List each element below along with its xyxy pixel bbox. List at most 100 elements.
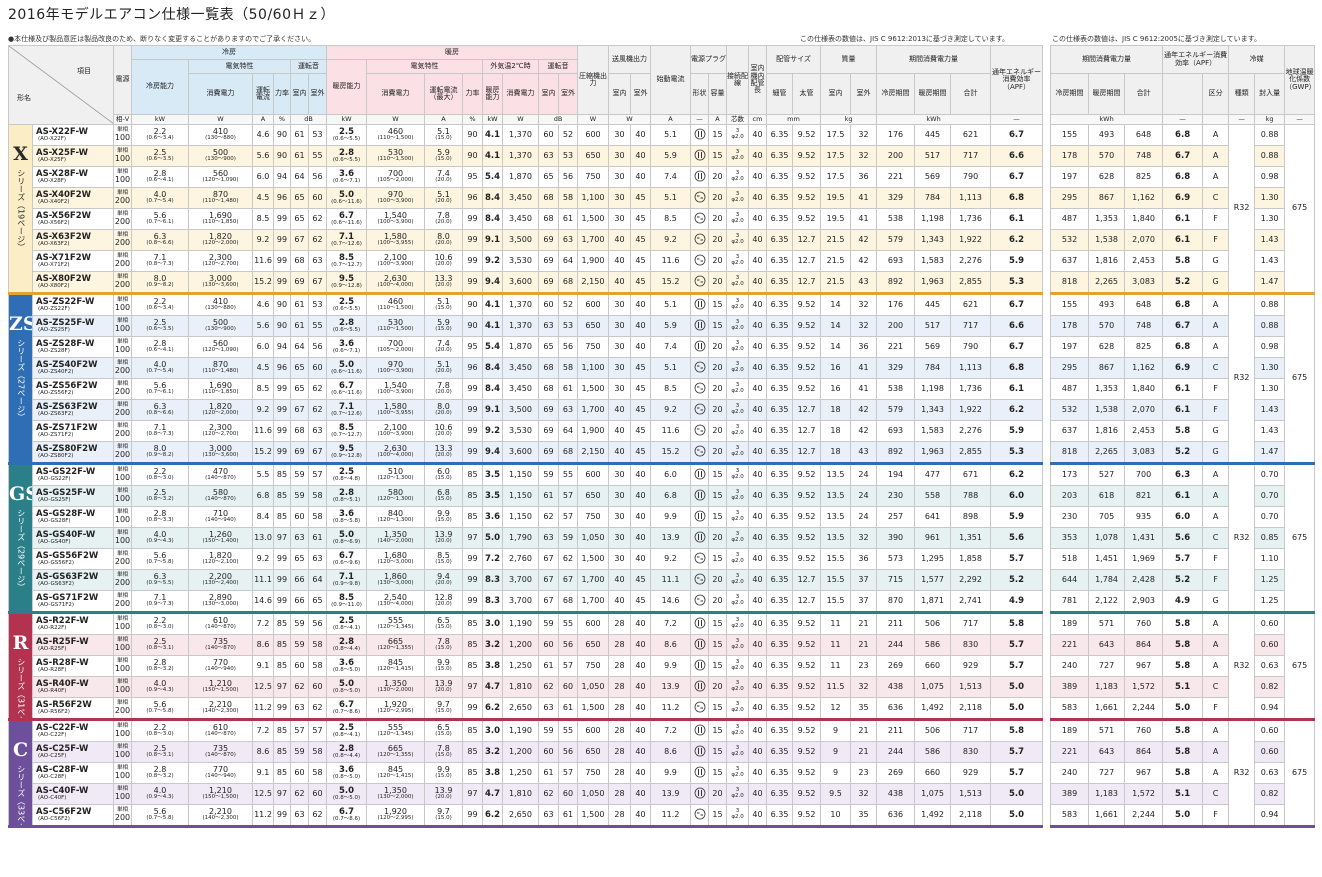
cell-text: 42 <box>858 234 869 244</box>
cell: 5.4 <box>482 166 503 188</box>
cell-text: 1,963 <box>921 446 944 456</box>
cell-text: (110〜1,500) <box>377 135 414 142</box>
cell: 5.0 <box>990 804 1044 828</box>
cell: 660 <box>914 762 952 784</box>
cell-text: 62 <box>562 553 574 563</box>
cell-text: φ2.0 <box>731 197 744 203</box>
cell: 12 <box>820 697 852 721</box>
cell-text: 60 <box>294 511 305 521</box>
cell: 3,700 <box>502 590 539 614</box>
cell-text: 6.0 <box>1009 490 1025 501</box>
cell: 62 <box>308 378 327 400</box>
cell <box>1042 378 1051 400</box>
cell: 21 <box>850 719 878 742</box>
cell-text: 1,572 <box>1132 788 1156 798</box>
cell: 28 <box>608 655 631 677</box>
cell-text: 1.43 <box>1260 255 1279 265</box>
cell-text: 1,200 <box>509 746 532 756</box>
cell: G <box>1202 420 1230 442</box>
cell-text: (15.0) <box>435 752 452 759</box>
cell-text: 200 <box>114 216 131 226</box>
cell: 15 <box>708 719 727 742</box>
cell: 99 <box>462 420 483 442</box>
cell-text: 85 <box>467 469 478 479</box>
plug-outline <box>694 594 705 606</box>
cell-text: 6.35 <box>770 746 789 756</box>
cell-text: 3,600 <box>509 446 532 456</box>
unit-cell: A <box>252 114 274 125</box>
cell-text: 6.35 <box>770 532 789 542</box>
cell: 555 (120〜1,345) <box>366 719 425 742</box>
cell: 57 <box>308 463 327 486</box>
cell-text: 1,343 <box>921 404 944 414</box>
cell-text: 560 <box>212 168 229 178</box>
cell-text: 7.1 <box>153 252 167 262</box>
cell-text: F <box>1213 404 1218 414</box>
cell: 5.7 <box>990 634 1044 656</box>
cell-text: (130〜900) <box>205 326 236 333</box>
cell: 3 φ2.0 <box>726 463 749 486</box>
cell: 3.6 (0.6〜7.1) <box>326 166 367 188</box>
cell-text: 9.52 <box>797 150 816 160</box>
cell-text: 10.6 <box>434 422 453 432</box>
cell-text: 9.52 <box>797 725 816 735</box>
cell: 3,500 <box>502 399 539 421</box>
cell: 2,118 <box>950 697 992 721</box>
plug-outline <box>694 361 705 373</box>
cell-text: 3 <box>735 659 740 666</box>
cell: 63 <box>538 697 559 721</box>
cell-text: 45 <box>635 234 646 244</box>
cell-text: 3,530 <box>509 255 532 265</box>
cell-text: 5.3 <box>1009 446 1025 457</box>
cell-text: 2.8 <box>153 508 167 518</box>
header-cell: 力率 <box>273 73 291 115</box>
cell: 2.2 (0.8〜3.0) <box>131 612 189 635</box>
cell: 6.8 <box>990 357 1044 379</box>
cell: 58 <box>558 357 578 379</box>
cell-text: φ2.0 <box>731 558 744 564</box>
cell: 6.35 <box>766 506 793 528</box>
cell-text: 6.5 <box>437 615 450 625</box>
cell-text: 63 <box>294 532 305 542</box>
cell: 173 <box>1050 463 1090 486</box>
cell: 1.10 <box>1254 548 1286 570</box>
cell-text: 63 <box>312 255 323 265</box>
cell-text: 40 <box>635 129 646 139</box>
cell: 569 <box>914 336 952 358</box>
cell-text: 85 <box>276 767 288 777</box>
cell-text: 6.7 <box>338 380 355 391</box>
cell-text: G <box>1212 255 1219 265</box>
cell: 63 <box>290 697 309 721</box>
cell: G <box>1202 250 1230 272</box>
cell: 6.35 <box>766 166 793 188</box>
cell-text: 3 <box>735 191 740 198</box>
cell: 5.3 <box>990 441 1044 465</box>
cell: 15 <box>708 315 727 337</box>
cell-text: 693 <box>887 255 904 265</box>
cell: 68 <box>558 590 578 614</box>
cell-text: 11.2 <box>254 809 272 819</box>
cell-text: (140〜2,300) <box>202 815 239 822</box>
cell: 1,198 <box>914 378 952 400</box>
cell-text: 1,690 <box>209 380 232 390</box>
cell: AS-X63F2W (AO-X63F2) <box>32 229 114 251</box>
cell: 90 <box>273 315 291 337</box>
cell: 9.52 <box>791 506 822 528</box>
cell-text: 3 <box>735 701 740 708</box>
cell: 1.47 <box>1254 271 1286 295</box>
cell-text: 648 <box>1135 129 1152 139</box>
cell-text: 40 <box>635 299 646 309</box>
cell-text: (AO-R25F) <box>38 645 67 652</box>
header-cell: 室外 <box>630 73 651 115</box>
cell: 1,350 (130〜2,000) <box>366 783 425 805</box>
cell-text: 0.60 <box>1260 725 1279 735</box>
table-row: ZSシリーズ（27ページ）AS-ZS22F-W(AO-ZS22F)単相1002.… <box>8 293 1316 465</box>
cell: 5.1 <box>650 293 691 316</box>
cell-text: 445 <box>924 299 941 309</box>
cell: 1,200 <box>502 634 539 656</box>
cell-text: 3 <box>735 382 740 389</box>
cell: 3.8 <box>482 762 503 784</box>
cell-text: 90 <box>467 150 478 160</box>
cell-text: 1,540 <box>384 380 407 390</box>
cell-text: 15.2 <box>254 276 272 286</box>
